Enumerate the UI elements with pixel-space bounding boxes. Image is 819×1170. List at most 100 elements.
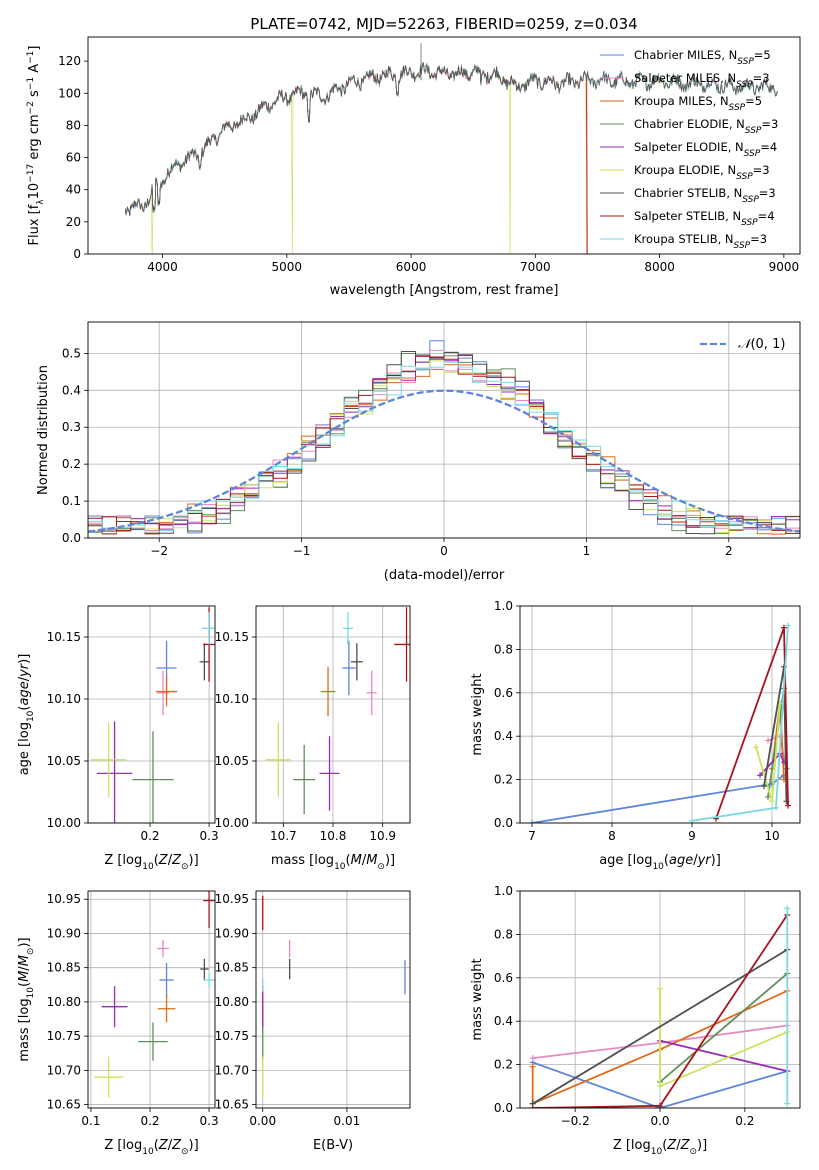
- y-tick-label: 0.0: [62, 531, 81, 545]
- y-tick-label: 0.8: [494, 927, 513, 941]
- y-axis-label: mass weight: [470, 958, 485, 1040]
- legend-label: Kroupa STELIB, NSSP=3: [634, 232, 767, 251]
- x-tick-label: 10.9: [369, 829, 396, 843]
- plot-area: [529, 905, 791, 1108]
- y-tick-label: 40: [66, 183, 81, 197]
- axes-frame: [519, 890, 801, 1109]
- y-tick-label: 10.80: [47, 995, 81, 1009]
- y-axis-label: Flux [fλ10−17 erg cm−2 s−1 A−1]: [26, 46, 46, 246]
- y-axis-label: mass [log10(M/M⊙)]: [17, 937, 36, 1061]
- x-tick-label: −1: [293, 544, 311, 558]
- spectrum-line-kroupa-miles: [124, 61, 588, 254]
- weight-line-chabrier-stelib: [532, 948, 788, 1105]
- x-tick-label: 0.3: [200, 1114, 219, 1128]
- y-tick-label: 1.0: [494, 599, 513, 613]
- errorbar-salpeter-stelib: [394, 607, 410, 682]
- y-tick-label: 0.4: [494, 1014, 513, 1028]
- y-tick-label: 0.6: [494, 971, 513, 985]
- y-tick-label: 120: [58, 54, 81, 68]
- plot-area: [90, 607, 215, 823]
- axes-frame: [87, 321, 801, 539]
- plot-area: [124, 43, 778, 254]
- y-tick-label: 10.80: [215, 995, 249, 1009]
- x-tick-label: 7: [528, 829, 536, 843]
- legend-label: Salpeter MILES, NSSP=3: [634, 71, 770, 90]
- y-tick-label: 10.00: [215, 816, 249, 830]
- x-tick-label: 0.01: [334, 1114, 361, 1128]
- x-tick-label: 1: [583, 544, 591, 558]
- errorbar-kroupa-miles: [320, 666, 336, 717]
- errorbar-chabrier-miles: [342, 640, 356, 696]
- y-tick-label: 0.2: [494, 773, 513, 787]
- y-tick-label: 0.4: [62, 383, 81, 397]
- y-tick-label: 0.2: [494, 1058, 513, 1072]
- weight-line-chabrier-elodie: [659, 972, 788, 1083]
- y-tick-label: 0.1: [62, 494, 81, 508]
- legend-label: Salpeter STELIB, NSSP=4: [634, 209, 775, 228]
- legend-label: Kroupa ELODIE, NSSP=3: [634, 163, 770, 182]
- y-tick-label: 1.0: [494, 884, 513, 898]
- x-axis-label: wavelength [Angstrom, rest frame]: [330, 283, 559, 298]
- axes-frame: [87, 605, 216, 824]
- y-tick-label: 10.05: [215, 754, 249, 768]
- legend-label: Chabrier MILES, NSSP=5: [634, 48, 771, 67]
- y-tick-label: 0.8: [494, 642, 513, 656]
- errorbar-kroupa-miles: [155, 676, 178, 707]
- y-tick-label: 10.10: [215, 692, 249, 706]
- errorbar-kroupa-stelib: [202, 612, 215, 645]
- y-tick-label: 20: [66, 215, 81, 229]
- errorbar-chabrier-elodie: [293, 744, 316, 815]
- y-tick-label: 10.85: [47, 961, 81, 975]
- x-tick-label: 7000: [520, 260, 551, 274]
- errorbar-kroupa-stelib: [203, 973, 215, 987]
- x-tick-label: 0.00: [249, 1114, 276, 1128]
- x-axis-label: Z [log10(Z/Z⊙)]: [104, 1138, 198, 1157]
- x-tick-label: 5000: [272, 260, 303, 274]
- y-tick-label: 10.65: [215, 1098, 249, 1112]
- errorbar-kroupa-stelib: [342, 612, 353, 645]
- panel-spectrum: 4000 5000 6000 7000 8000 9000 0 20 40 60 80 100 120 C…: [26, 15, 801, 298]
- weight-line-kroupa-miles: [531, 989, 788, 1106]
- errorbar-salpeter-elodie: [101, 986, 128, 1028]
- histogram-chabrier-stelib: [88, 351, 800, 535]
- y-tick-label: 10.95: [215, 892, 249, 906]
- x-tick-label: 10: [764, 829, 779, 843]
- y-tick-label: 0.6: [494, 686, 513, 700]
- y-axis-label: mass weight: [470, 673, 485, 755]
- plot-area: [262, 895, 406, 1098]
- y-tick-label: 10.05: [47, 754, 81, 768]
- x-tick-label: 0.2: [735, 1114, 754, 1128]
- x-tick-label: 8: [608, 829, 616, 843]
- panel-mass-vs-ebv: 0.00 0.01 10.65 10.70 10.75 10.80 10.85 10.90 10…: [215, 890, 411, 1153]
- x-axis-label: E(B-V): [313, 1138, 353, 1153]
- y-tick-label: 10.15: [215, 630, 249, 644]
- axes-frame: [87, 890, 216, 1109]
- y-tick-label: 60: [66, 151, 81, 165]
- errorbar-chabrier-stelib: [199, 643, 210, 681]
- axes-frame: [87, 36, 801, 255]
- x-axis-label: Z [log10(Z/Z⊙)]: [613, 1138, 707, 1157]
- y-tick-label: 10.65: [47, 1098, 81, 1112]
- panel-weight-vs-Z: −0.2 0.0 0.2 0.0 0.2 0.4 0.6 0.8 1.0 Z [log10(Z/Z…: [470, 884, 801, 1157]
- x-tick-label: 0.3: [200, 829, 219, 843]
- spectrum-line-chabrier-stelib: [124, 62, 778, 216]
- x-tick-label: 9: [688, 829, 696, 843]
- y-tick-label: 0.0: [494, 1101, 513, 1115]
- errorbar-chabrier-elodie: [132, 731, 174, 823]
- spectrum-line-salpeter-stelib: [124, 61, 588, 254]
- y-tick-label: 10.75: [215, 1029, 249, 1043]
- x-tick-label: 6000: [396, 260, 427, 274]
- plot-area: [529, 622, 791, 823]
- y-tick-label: 10.90: [215, 926, 249, 940]
- y-tick-label: 0.3: [62, 420, 81, 434]
- y-tick-label: 0.4: [494, 729, 513, 743]
- errorbar-kroupa-elodie: [90, 722, 127, 797]
- errorbar-salpeter-elodie: [319, 736, 340, 811]
- y-tick-label: 10.15: [47, 630, 81, 644]
- plot-area: [93, 891, 215, 1098]
- x-tick-label: 2: [725, 544, 733, 558]
- histogram-kroupa-stelib: [88, 361, 800, 533]
- normal-curve: [88, 389, 800, 533]
- panel-weight-vs-age: 7 8 9 10 0.0 0.2 0.4 0.6 0.8 1.0 age [log10(age/yr…: [470, 599, 801, 872]
- weight-line-salpeter-elodie: [659, 1039, 788, 1072]
